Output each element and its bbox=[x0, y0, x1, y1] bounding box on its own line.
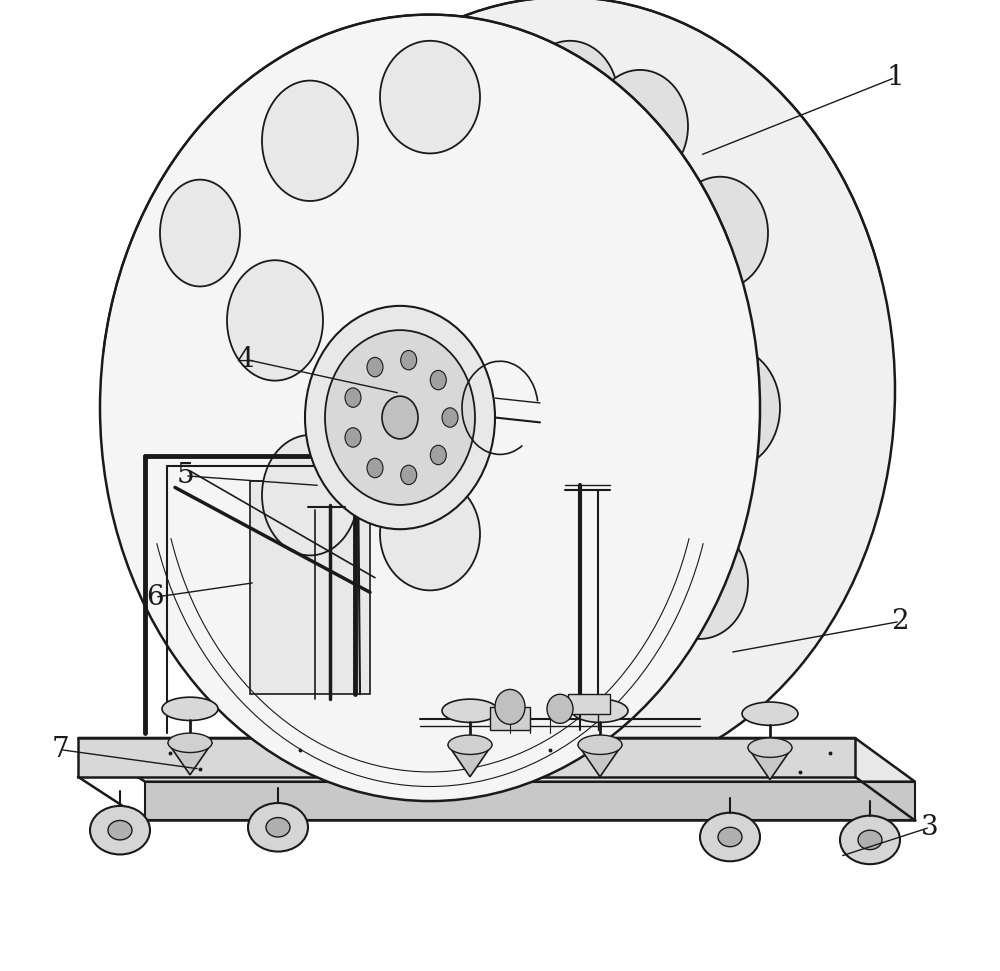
Ellipse shape bbox=[108, 820, 132, 840]
Ellipse shape bbox=[718, 827, 742, 847]
Ellipse shape bbox=[367, 458, 383, 478]
Ellipse shape bbox=[430, 446, 446, 465]
Ellipse shape bbox=[442, 408, 458, 427]
Ellipse shape bbox=[700, 813, 760, 861]
Ellipse shape bbox=[592, 70, 688, 183]
Polygon shape bbox=[568, 694, 610, 714]
Text: 7: 7 bbox=[51, 736, 69, 763]
Ellipse shape bbox=[262, 435, 358, 555]
Ellipse shape bbox=[572, 699, 628, 722]
Ellipse shape bbox=[248, 803, 308, 852]
Text: 6: 6 bbox=[146, 584, 164, 611]
Ellipse shape bbox=[227, 260, 323, 381]
Polygon shape bbox=[748, 748, 792, 780]
Ellipse shape bbox=[672, 177, 768, 289]
Ellipse shape bbox=[522, 41, 618, 153]
Ellipse shape bbox=[445, 587, 535, 694]
Text: 4: 4 bbox=[236, 346, 254, 373]
Ellipse shape bbox=[382, 396, 418, 439]
Ellipse shape bbox=[162, 697, 218, 720]
Polygon shape bbox=[78, 738, 915, 782]
Ellipse shape bbox=[380, 478, 480, 590]
Polygon shape bbox=[168, 743, 212, 775]
Polygon shape bbox=[578, 745, 622, 777]
Ellipse shape bbox=[495, 689, 525, 724]
Ellipse shape bbox=[430, 370, 446, 389]
Polygon shape bbox=[78, 738, 855, 777]
Ellipse shape bbox=[578, 735, 622, 754]
Ellipse shape bbox=[168, 733, 212, 753]
Ellipse shape bbox=[401, 465, 417, 485]
Ellipse shape bbox=[858, 830, 882, 850]
Text: 3: 3 bbox=[921, 814, 939, 841]
Ellipse shape bbox=[325, 330, 475, 505]
Ellipse shape bbox=[235, 0, 895, 784]
Polygon shape bbox=[145, 782, 915, 820]
Ellipse shape bbox=[442, 699, 498, 722]
Polygon shape bbox=[490, 707, 530, 730]
Ellipse shape bbox=[380, 41, 480, 153]
Ellipse shape bbox=[305, 306, 495, 529]
Ellipse shape bbox=[652, 526, 748, 639]
Ellipse shape bbox=[160, 180, 240, 286]
Ellipse shape bbox=[100, 15, 760, 801]
Polygon shape bbox=[250, 481, 370, 694]
Ellipse shape bbox=[401, 351, 417, 370]
Polygon shape bbox=[448, 745, 492, 777]
Ellipse shape bbox=[840, 816, 900, 864]
Ellipse shape bbox=[748, 738, 792, 757]
Ellipse shape bbox=[367, 357, 383, 377]
Text: 2: 2 bbox=[891, 608, 909, 635]
Ellipse shape bbox=[742, 702, 798, 725]
Ellipse shape bbox=[345, 387, 361, 407]
Ellipse shape bbox=[90, 806, 150, 854]
Ellipse shape bbox=[547, 694, 573, 723]
Ellipse shape bbox=[345, 428, 361, 448]
Ellipse shape bbox=[448, 735, 492, 754]
Text: 5: 5 bbox=[176, 462, 194, 489]
Text: 1: 1 bbox=[886, 64, 904, 91]
Ellipse shape bbox=[266, 818, 290, 837]
Ellipse shape bbox=[532, 594, 628, 707]
Ellipse shape bbox=[262, 81, 358, 201]
Ellipse shape bbox=[680, 348, 780, 468]
